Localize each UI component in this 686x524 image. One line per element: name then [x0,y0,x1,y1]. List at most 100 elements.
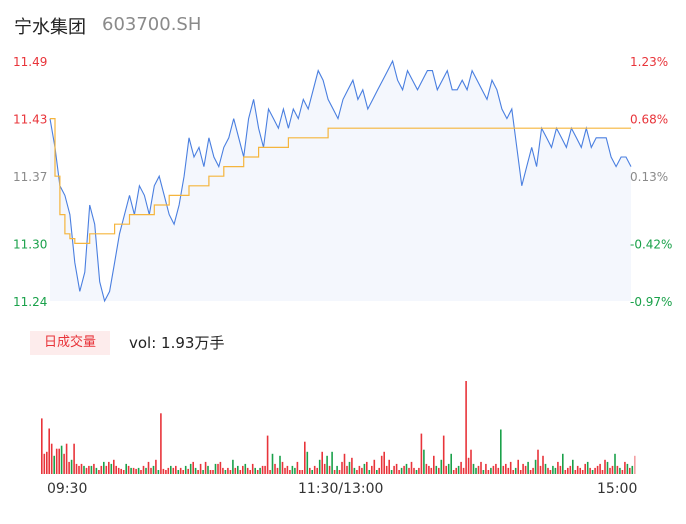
volume-bar [373,459,376,474]
volume-bar [140,470,142,474]
volume-bar [616,465,619,474]
volume-bar [207,465,209,474]
volume-bar [284,467,286,474]
volume-bar [435,465,438,474]
volume-bar [147,461,150,474]
pct-tick-label: 1.23% [630,55,668,69]
volume-bar [150,467,152,474]
volume-bar [621,470,624,474]
volume-bar [172,467,175,474]
volume-bar [249,470,251,474]
volume-bar [137,467,140,474]
volume-bar [279,455,281,474]
volume-bar [294,467,296,474]
volume-bar [611,465,614,474]
volume-bar [524,465,527,474]
volume-bar [78,465,80,474]
volume-bar [130,467,132,474]
volume-bar [371,465,373,474]
volume-bar [296,461,299,474]
volume-bar [534,459,537,474]
volume-bar [413,467,415,474]
volume-bar [132,467,135,474]
volume-bar [244,463,247,474]
volume-bar [562,453,564,474]
volume-bar [634,455,636,474]
volume-bar [351,457,353,474]
volume-bar [452,470,455,474]
price-tick-label: 11.43 [13,113,47,127]
volume-bar [341,461,343,474]
volume-bar [299,470,301,474]
volume-bar [497,467,500,474]
volume-bar [234,467,237,474]
volume-bar [495,463,497,474]
volume-bar [165,470,167,474]
volume-bar [135,468,137,474]
volume-bar [428,465,430,474]
volume-bar [256,470,259,474]
volume-bar [219,461,222,474]
volume-bar [415,470,418,474]
x-tick-midday: 11:30/13:00 [298,481,384,497]
volume-bar [455,467,457,474]
volume-bar [227,467,229,474]
volume-bar [80,463,83,474]
volume-bar [549,470,552,474]
volume-bar [423,449,425,474]
volume-bar [306,451,309,474]
volume-bar [505,463,507,474]
volume-bar [113,459,115,474]
volume-bar [70,459,73,474]
volume-bar [155,459,157,474]
volume-bar [73,443,75,474]
volume-bar [601,470,604,474]
volume-bar [599,463,601,474]
volume-bar [127,465,130,474]
price-tick-label: 11.30 [13,237,47,251]
volume-bar [281,461,284,474]
volume-bar [162,468,165,474]
volume-bar [629,467,631,474]
volume-bar [53,455,55,474]
volume-bar [326,455,328,474]
volume-bar [321,451,323,474]
volume-bar [358,465,361,474]
volume-bar [614,453,616,474]
volume-bar [400,467,403,474]
volume-bar [467,457,470,474]
volume-bar [492,465,495,474]
volume-bar [544,463,547,474]
volume-bar [554,467,557,474]
volume-bar [398,470,400,474]
volume-bar [115,465,117,474]
volume-bar [336,465,338,474]
volume-bar [393,465,395,474]
volume-bar [274,463,276,474]
volume-bar [276,467,279,474]
volume-bar [120,468,122,474]
volume-bar [266,435,269,474]
volume-bar [606,461,609,474]
volume-bar [43,453,46,474]
volume-bar [408,467,410,474]
volume-bar [232,459,234,474]
volume-bar [309,467,311,474]
volume-bar [438,467,440,474]
volume-bar [403,465,405,474]
price-tick-label: 11.49 [13,55,47,69]
volume-bar [378,467,380,474]
volume-bar [304,441,306,474]
volume-bar [58,448,60,474]
price-area [50,61,631,301]
pct-tick-label: 0.13% [630,170,668,184]
volume-badge: 日成交量 [30,331,110,355]
volume-bar [209,470,212,474]
volume-bar [532,467,534,474]
volume-bar [48,428,50,474]
volume-bar [214,463,217,474]
volume-bar [318,459,321,474]
volume-bar [542,455,544,474]
volume-bar [246,467,249,474]
volume-bar [507,467,510,474]
